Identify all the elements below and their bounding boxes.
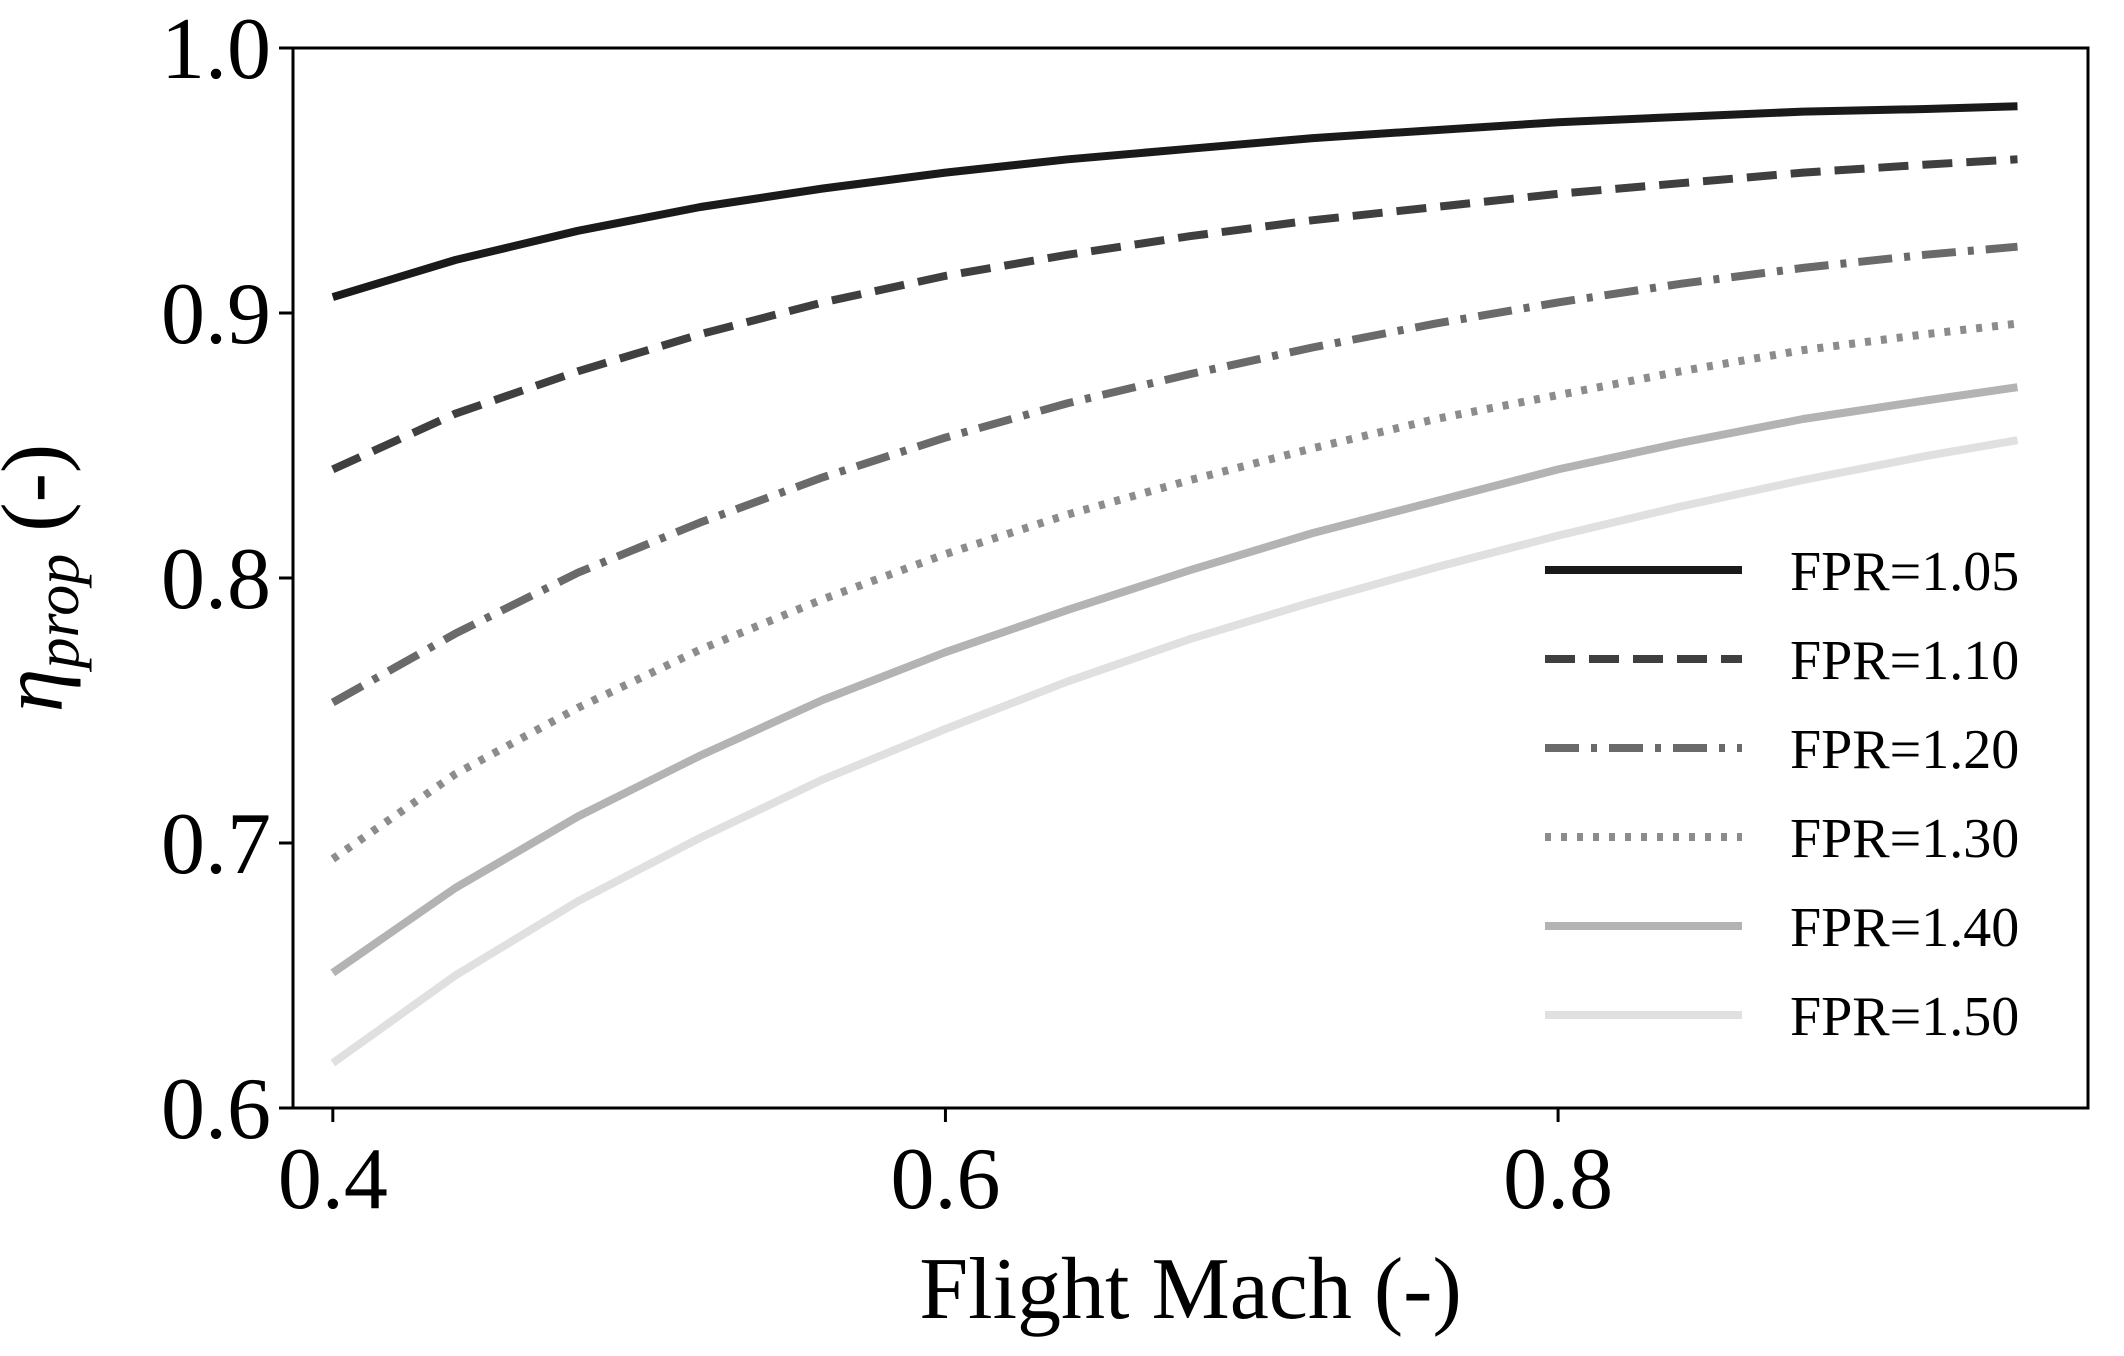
legend-label-5: FPR=1.40 xyxy=(1790,897,2019,959)
y-tick-label-2: 0.7 xyxy=(161,796,271,893)
y-axis-label-subscript: prop xyxy=(24,554,92,673)
axis-labels: Flight Mach (-) ηprop (-) xyxy=(0,444,1462,1338)
series-line-6 xyxy=(330,436,2019,1067)
series-line-5 xyxy=(330,383,2019,977)
series-line-3 xyxy=(330,242,2018,706)
x-axis-label: Flight Mach (-) xyxy=(919,1241,1462,1338)
legend-label-4: FPR=1.30 xyxy=(1790,808,2019,870)
x-tick-label-3: 0.8 xyxy=(1503,1131,1613,1228)
legend-label-3: FPR=1.20 xyxy=(1790,719,2019,781)
y-axis-label: ηprop (-) xyxy=(0,444,92,712)
series-layer xyxy=(330,102,2019,1067)
series-line-1 xyxy=(331,102,2018,301)
y-axis-label-symbol: η xyxy=(0,669,82,713)
y-tick-label-3: 0.8 xyxy=(161,531,271,628)
axes-layer: 0.4 0.6 0.80.60.70.80.91.0 xyxy=(161,1,2090,1228)
legend-label-6: FPR=1.50 xyxy=(1790,986,2019,1048)
legend-label-1: FPR=1.05 xyxy=(1790,541,2019,603)
x-tick-label-1: 0.4 xyxy=(278,1131,388,1228)
x-tick-label-2: 0.6 xyxy=(890,1131,1000,1228)
y-tick-label-5: 1.0 xyxy=(161,1,271,98)
y-tick-label-4: 0.9 xyxy=(161,266,271,363)
y-axis-label-unit: (-) xyxy=(0,444,82,554)
y-tick-label-1: 0.6 xyxy=(161,1061,271,1158)
legend: FPR=1.05 FPR=1.10 FPR=1.20 FPR=1.30 FPR=1.40… xyxy=(1545,541,2019,1048)
series-line-2 xyxy=(331,155,2018,474)
legend-label-2: FPR=1.10 xyxy=(1790,630,2019,692)
